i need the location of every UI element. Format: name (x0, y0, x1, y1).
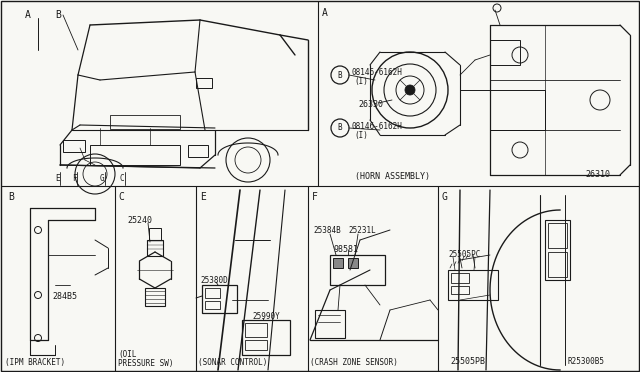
Bar (202, 285, 237, 313)
Bar (245, 323, 267, 337)
Bar (242, 320, 290, 355)
Bar (63, 140, 85, 152)
Bar (333, 258, 343, 268)
Text: (I): (I) (354, 77, 368, 86)
Bar (545, 220, 570, 280)
Bar (548, 252, 567, 277)
Bar (188, 145, 208, 157)
Bar (205, 288, 220, 298)
Bar (149, 228, 161, 240)
Text: (SONAR CONTROL): (SONAR CONTROL) (198, 358, 268, 367)
Bar (90, 145, 180, 165)
Bar (145, 288, 165, 306)
Text: 08146-6162H: 08146-6162H (351, 122, 402, 131)
Bar (330, 255, 385, 285)
Text: G: G (441, 192, 447, 202)
Bar (205, 301, 220, 309)
Text: R25300B5: R25300B5 (568, 357, 605, 366)
Text: (HORN ASSEMBLY): (HORN ASSEMBLY) (355, 172, 430, 181)
Text: 25505PB: 25505PB (450, 357, 485, 366)
Text: B: B (338, 124, 342, 132)
Text: B: B (55, 10, 61, 20)
Text: F: F (72, 174, 77, 183)
Text: (CRASH ZONE SENSOR): (CRASH ZONE SENSOR) (310, 358, 398, 367)
Bar (548, 223, 567, 248)
Bar (196, 78, 212, 88)
Text: 25231L: 25231L (348, 226, 376, 235)
Text: 98581: 98581 (333, 245, 358, 254)
Text: 284B5: 284B5 (52, 292, 77, 301)
Text: 25380D: 25380D (200, 276, 228, 285)
Bar (448, 270, 498, 300)
Text: C: C (120, 174, 125, 183)
Text: 25990Y: 25990Y (252, 312, 280, 321)
Text: PRESSURE SW): PRESSURE SW) (118, 359, 173, 368)
Bar (451, 273, 469, 283)
Text: C: C (118, 192, 124, 202)
Text: F: F (312, 192, 318, 202)
Text: G: G (100, 174, 104, 183)
Text: (IPM BRACKET): (IPM BRACKET) (5, 358, 65, 367)
Text: B: B (8, 192, 14, 202)
Bar (451, 286, 469, 294)
Text: A: A (25, 10, 31, 20)
Text: E: E (55, 174, 60, 183)
Text: 26330: 26330 (358, 100, 383, 109)
Text: (I): (I) (354, 131, 368, 140)
Bar (315, 310, 345, 338)
Bar (110, 115, 180, 129)
Text: 08146-6162H: 08146-6162H (351, 68, 402, 77)
Circle shape (405, 85, 415, 95)
Text: (OIL: (OIL (118, 350, 136, 359)
Text: 25384B: 25384B (313, 226, 340, 235)
Text: A: A (322, 8, 328, 18)
Text: 25505PC: 25505PC (448, 250, 481, 259)
Bar (490, 40, 520, 65)
Text: 26310: 26310 (585, 170, 610, 179)
Bar (147, 240, 163, 256)
Bar (490, 90, 545, 130)
Bar (348, 258, 358, 268)
Text: 25240: 25240 (127, 216, 152, 225)
Text: E: E (200, 192, 206, 202)
Text: B: B (338, 71, 342, 80)
Bar (245, 340, 267, 350)
